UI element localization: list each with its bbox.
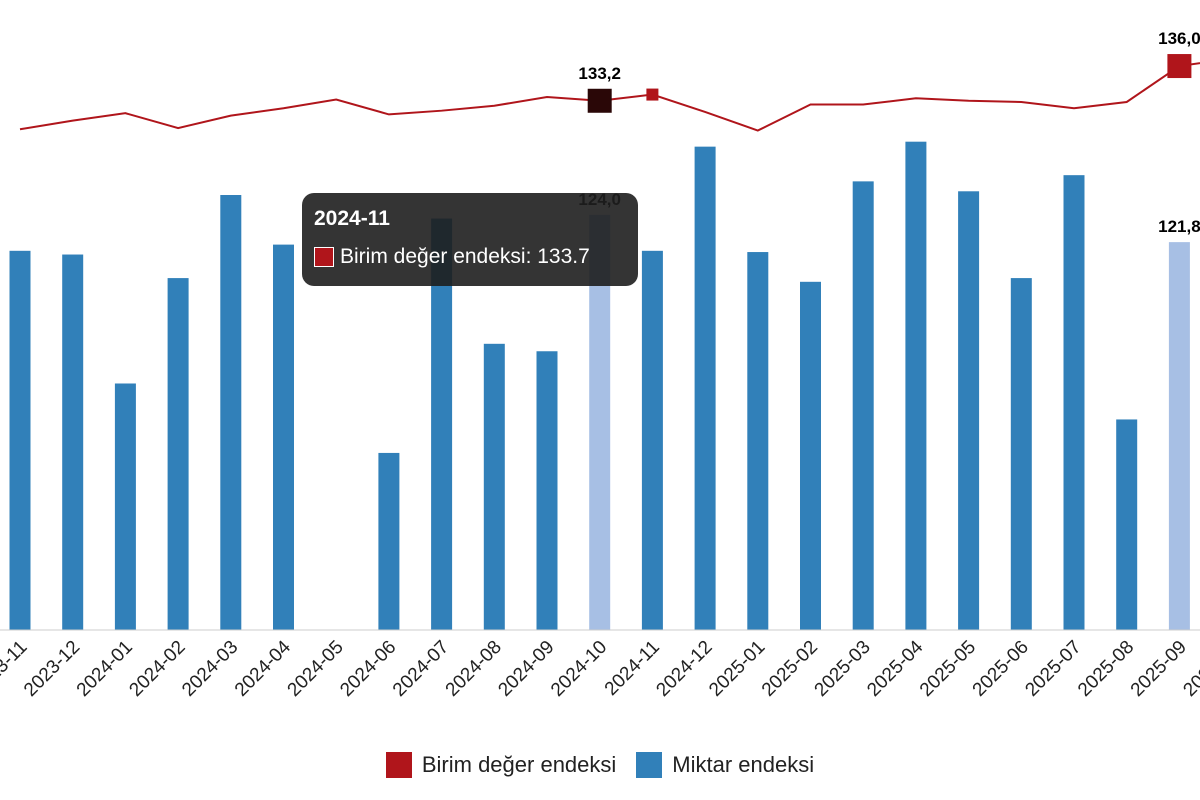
bar-2025-01[interactable] bbox=[747, 252, 769, 630]
x-tick-label-2024-03: 2024-03 bbox=[178, 637, 242, 701]
bar-2024-10[interactable] bbox=[589, 214, 611, 630]
legend-item-birim[interactable]: Birim değer endeksi bbox=[385, 752, 617, 778]
bar-2025-06[interactable] bbox=[1010, 278, 1032, 630]
x-tick-label-2024-05: 2024-05 bbox=[284, 637, 348, 701]
x-tick-label-2024-11: 2024-11 bbox=[601, 637, 664, 700]
x-tick-label-2025-08: 2025-08 bbox=[1074, 637, 1138, 701]
data-label-2024-10-birim: 133,2 bbox=[578, 64, 621, 83]
tooltip-row: Birim değer endeksi: 133.7 bbox=[314, 245, 626, 269]
line-marker-hover-2024-11[interactable] bbox=[646, 88, 659, 101]
x-tick-label-2025-03: 2025-03 bbox=[811, 637, 875, 701]
bar-2023-11[interactable] bbox=[9, 250, 31, 631]
bar-2024-03[interactable] bbox=[220, 195, 242, 630]
bar-2025-05[interactable] bbox=[958, 191, 980, 630]
line-birim-deger bbox=[19, 62, 1200, 132]
bar-2025-09[interactable] bbox=[1168, 242, 1190, 631]
tooltip: 2024-11 Birim değer endeksi: 133.7 bbox=[302, 193, 638, 286]
x-tick-label-2024-04: 2024-04 bbox=[231, 636, 295, 700]
bar-2024-11[interactable] bbox=[641, 250, 663, 631]
legend-swatch-miktar bbox=[636, 752, 663, 778]
legend-label-birim: Birim değer endeksi bbox=[421, 752, 617, 777]
bar-2024-04[interactable] bbox=[273, 244, 294, 630]
x-tick-label-2025-06: 2025-06 bbox=[969, 637, 1033, 701]
bar-2024-07[interactable] bbox=[431, 218, 453, 630]
bar-2025-02[interactable] bbox=[800, 281, 821, 630]
bar-2025-04[interactable] bbox=[905, 141, 927, 631]
x-tick-label-2025-04: 2025-04 bbox=[863, 636, 927, 700]
x-tick-label-2023-12: 2023-12 bbox=[20, 637, 84, 701]
bar-2025-08[interactable] bbox=[1116, 419, 1138, 630]
tooltip-swatch bbox=[314, 247, 334, 267]
x-tick-label-2024-06: 2024-06 bbox=[336, 637, 400, 701]
line-marker-2024-10[interactable] bbox=[587, 88, 612, 113]
x-tick-label-2024-02: 2024-02 bbox=[125, 637, 189, 701]
x-tick-label-2024-07: 2024-07 bbox=[389, 637, 453, 701]
x-tick-label-2024-01: 2024-01 bbox=[73, 637, 137, 701]
x-tick-label-2025-05: 2025-05 bbox=[916, 637, 980, 701]
x-tick-label-2025-09: 2025-09 bbox=[1127, 637, 1191, 701]
x-tick-label-2025-01: 2025-01 bbox=[705, 637, 769, 701]
bar-2024-06[interactable] bbox=[378, 452, 400, 630]
x-tick-label-2024-12: 2024-12 bbox=[652, 637, 716, 701]
x-tick-label-2024-08: 2024-08 bbox=[442, 637, 506, 701]
x-tick-label-2025-02: 2025-02 bbox=[758, 637, 822, 701]
bar-2023-12[interactable] bbox=[62, 254, 84, 630]
data-label-2025-09-birim: 136,0 bbox=[1158, 29, 1200, 48]
bar-2024-01[interactable] bbox=[114, 383, 136, 630]
bar-2024-08[interactable] bbox=[483, 343, 505, 630]
x-tick-label-2025-07: 2025-07 bbox=[1021, 637, 1085, 701]
bar-2024-02[interactable] bbox=[167, 278, 189, 630]
x-tick-label-2024-09: 2024-09 bbox=[494, 637, 558, 701]
legend-label-miktar: Miktar endeksi bbox=[672, 752, 815, 777]
bar-2024-12[interactable] bbox=[694, 146, 716, 630]
bar-2025-03[interactable] bbox=[852, 181, 874, 631]
line-marker-2025-09[interactable] bbox=[1167, 54, 1192, 79]
tooltip-text: Birim değer endeksi: 133.7 bbox=[340, 245, 590, 268]
data-label-2025-09-miktar: 121,8 bbox=[1158, 217, 1200, 236]
legend-item-miktar[interactable]: Miktar endeksi bbox=[636, 752, 814, 778]
legend-swatch-birim bbox=[385, 752, 412, 778]
legend: Birim değer endeksi Miktar endeksi bbox=[0, 752, 1200, 778]
x-tick-label-2024-10: 2024-10 bbox=[547, 637, 611, 701]
tooltip-title: 2024-11 bbox=[314, 207, 390, 230]
bar-2025-07[interactable] bbox=[1063, 175, 1085, 630]
bar-2024-09[interactable] bbox=[536, 351, 558, 630]
